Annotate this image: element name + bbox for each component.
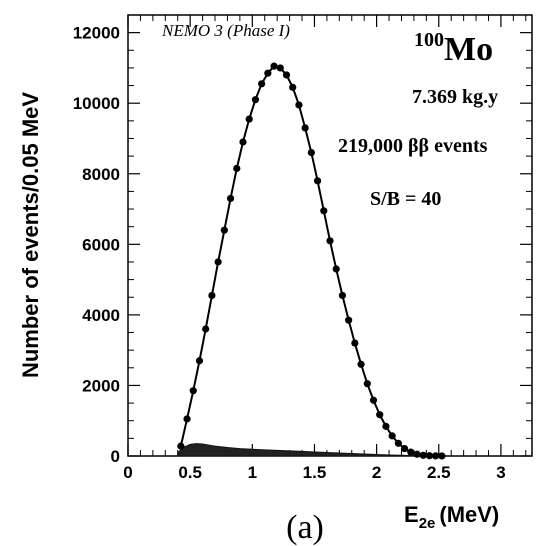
data-point [419, 451, 427, 459]
x-tick-label: 2 [372, 463, 381, 482]
data-point [208, 291, 216, 300]
y-tick-label: 8000 [82, 165, 120, 184]
data-point [214, 258, 222, 266]
annotation-isotope: 100Mo [414, 29, 493, 68]
data-point [220, 226, 228, 234]
data-point [239, 138, 247, 146]
x-axis-title-symbol: E [404, 502, 419, 527]
data-point [400, 444, 409, 453]
data-point [270, 62, 278, 70]
x-tick-label: 2.5 [427, 463, 451, 482]
data-point [357, 360, 365, 368]
panel-label: (a) [286, 509, 324, 546]
annotation-signal-to-background: S/B = 40 [370, 188, 441, 210]
data-point [307, 148, 315, 157]
data-point [432, 452, 440, 460]
x-axis-title-unit: (MeV) [439, 502, 499, 527]
data-point [177, 442, 185, 450]
data-point [338, 291, 347, 300]
x-tick-label: 1.5 [303, 463, 327, 482]
x-tick-label: 0.5 [178, 463, 202, 482]
data-point [245, 115, 253, 123]
isotope-mass-number: 100 [414, 29, 444, 51]
x-tick-label: 3 [496, 463, 505, 482]
data-point [438, 452, 446, 460]
data-point [226, 194, 235, 203]
y-axis-ticks: 0 2000 4000 6000 8000 10000 12000 [73, 14, 532, 466]
y-tick-label: 6000 [82, 235, 120, 254]
x-tick-label: 1 [248, 463, 257, 482]
x-axis-title: E2e (MeV) [404, 502, 499, 532]
data-point [363, 380, 371, 388]
data-point [258, 80, 266, 88]
y-tick-label: 4000 [82, 306, 120, 325]
annotation-experiment: NEMO 3 (Phase I) [161, 21, 290, 40]
data-point [407, 448, 415, 456]
data-point [326, 237, 334, 245]
data-point [301, 124, 309, 132]
data-point [183, 415, 191, 423]
data-point [295, 101, 303, 109]
plot-frame [127, 14, 533, 457]
x-axis-title-subscript: 2e [419, 515, 436, 532]
isotope-symbol: Mo [444, 31, 493, 68]
y-tick-label: 2000 [82, 376, 120, 395]
data-point [394, 439, 402, 447]
annotation-exposure: 7.369 kg.y [412, 86, 498, 108]
data-point [382, 422, 390, 430]
y-tick-label: 12000 [73, 24, 120, 43]
data-point [351, 339, 359, 347]
data-point [264, 69, 272, 77]
y-tick-label: 10000 [73, 94, 120, 113]
data-point [332, 265, 340, 273]
y-tick-label: 0 [111, 447, 120, 466]
data-point [320, 207, 328, 215]
series-layer [177, 62, 446, 460]
data-point [251, 96, 260, 104]
data-point [289, 83, 297, 91]
annotation-events: 219,000 ββ events [338, 135, 488, 157]
data-point [282, 71, 291, 79]
data-point [313, 177, 322, 185]
data-point [376, 411, 384, 419]
data-point [195, 357, 204, 365]
data-point [202, 325, 210, 333]
data-point [345, 316, 353, 324]
y-axis-title: Number of events/0.05 MeV [18, 92, 43, 378]
data-point [425, 452, 434, 460]
data-point [388, 432, 396, 440]
x-tick-label: 0 [123, 463, 132, 482]
data-point [233, 164, 241, 173]
data-point [276, 64, 284, 72]
data-point [189, 387, 197, 395]
x-axis-ticks: 0 0.5 1 1.5 2 2.5 3 [123, 15, 527, 482]
data-point [369, 396, 378, 404]
data-point [413, 450, 421, 458]
background-histogram [177, 443, 440, 457]
